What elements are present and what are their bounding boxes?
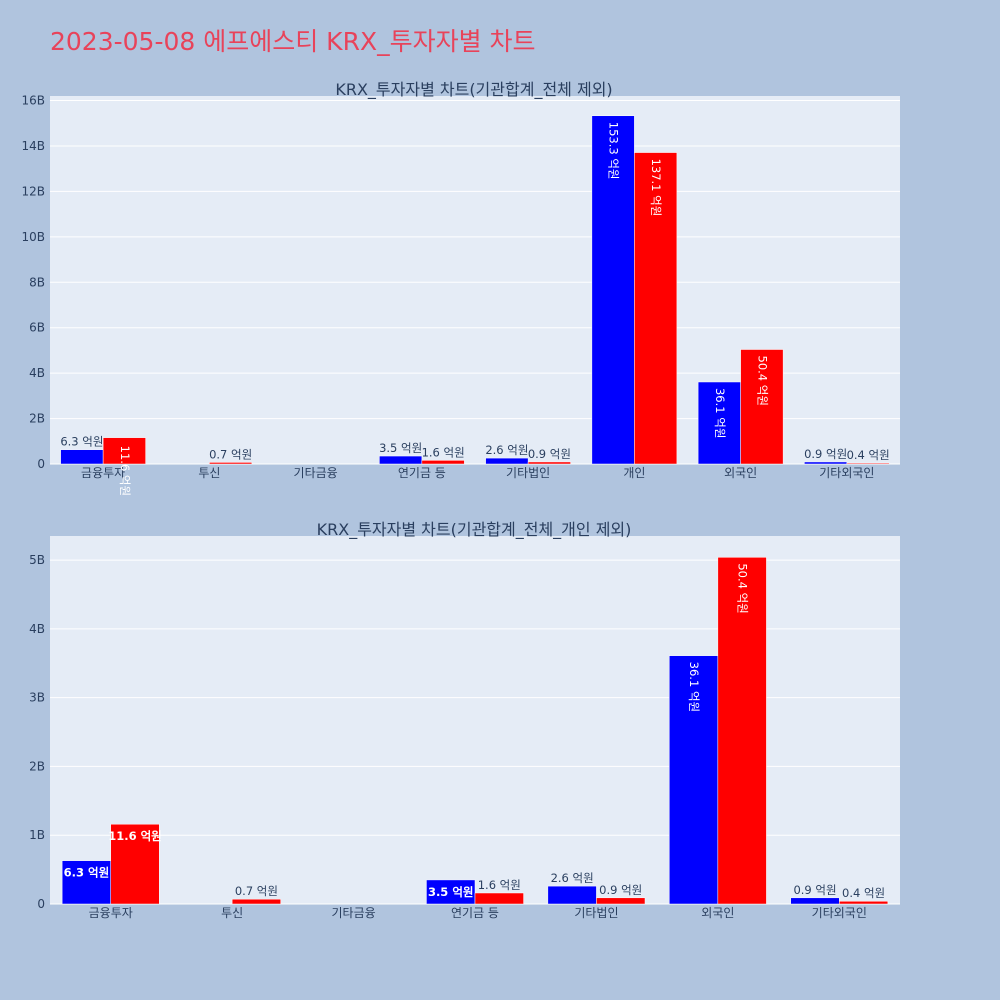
data-label: 0.7 억원 [235,884,278,898]
y-tick-label: 1B [29,828,45,842]
data-label: 3.5 억원 [379,441,422,455]
x-tick-label: 기타금융 [331,906,375,920]
y-tick-label: 2B [29,412,45,426]
data-label: 3.5 억원 [428,885,474,899]
bar [839,900,889,905]
data-label: 50.4 억원 [755,356,769,406]
page-title: 2023-05-08 에프에스티 KRX_투자자별 차트 [50,27,536,56]
bar [102,437,146,465]
data-label: 50.4 억원 [736,563,750,613]
y-tick-label: 0 [37,897,45,911]
x-tick-label: 기타법인 [574,906,618,920]
x-tick-label: 연기금 등 [451,906,499,920]
y-tick-label: 16B [21,94,45,108]
data-label: 2.6 억원 [551,871,594,885]
y-tick-label: 4B [29,366,45,380]
bar [110,823,160,905]
x-tick-label: 금융투자 [89,906,133,920]
y-tick-label: 8B [29,275,45,289]
bar [596,897,646,905]
x-tick-label: 금융투자 [81,466,125,480]
data-label: 36.1 억원 [687,662,701,712]
data-label: 6.3 억원 [64,866,110,880]
chart-bottom: KRX_투자자별 차트(기관합계_전체_개인 제외) 0 1B 2B 3B 4B 5B 금융… [29,520,900,920]
bar [379,455,423,465]
bar [426,879,476,905]
data-label: 0.9 억원 [599,883,642,897]
data-label: 11.6 억원 [108,829,162,843]
y-tick-label: 0 [37,457,45,471]
bar [669,655,719,905]
bar [61,860,111,905]
y-tick-label: 6B [29,321,45,335]
bar [697,381,741,465]
y-tick-label: 4B [29,622,45,636]
bar [209,462,253,465]
bar [527,461,571,465]
bar [790,897,840,905]
y-tick-label: 12B [21,184,45,198]
x-tick-label: 외국인 [724,466,757,480]
chart-title: KRX_투자자별 차트(기관합계_전체 제외) [335,80,612,100]
x-tick-label: 기타외국인 [819,466,874,480]
x-tick-label: 기타금융 [294,466,338,480]
x-tick-label: 기타법인 [506,466,550,480]
plot-area [50,536,900,904]
x-tick-label: 개인 [623,466,645,480]
data-label: 0.9 억원 [804,447,847,461]
chart-title: KRX_투자자별 차트(기관합계_전체_개인 제외) [317,520,632,540]
data-label: 11.6 억원 [118,446,132,496]
data-label: 0.4 억원 [842,886,885,900]
data-label: 36.1 억원 [713,388,727,438]
bar [231,898,281,905]
data-label: 6.3 억원 [60,435,103,449]
data-label: 137.1 억원 [649,159,663,217]
bar [740,349,784,465]
chart-top: KRX_투자자별 차트(기관합계_전체 제외) 0 2B 4B 6B 8B 10B 12B 1… [21,80,900,496]
bar [485,457,529,465]
bar [547,885,597,905]
bar [634,152,678,465]
bar [60,449,104,465]
bar [717,557,767,905]
data-label: 0.4 억원 [847,448,890,462]
y-tick-label: 2B [29,759,45,773]
bar [474,892,524,905]
y-tick-label: 5B [29,553,45,567]
data-label: 0.9 억원 [528,447,571,461]
y-tick-label: 10B [21,230,45,244]
x-tick-label: 투신 [198,466,220,480]
bar [846,462,890,465]
data-label: 0.9 억원 [793,883,836,897]
bar [421,460,465,465]
data-label: 2.6 억원 [485,443,528,457]
y-tick-label: 3B [29,691,45,705]
x-tick-label: 기타외국인 [812,906,867,920]
data-label: 153.3 억원 [607,122,621,180]
bar [804,461,848,465]
data-label: 1.6 억원 [478,878,521,892]
x-tick-label: 외국인 [701,906,734,920]
x-tick-label: 연기금 등 [398,466,446,480]
x-tick-label: 투신 [221,906,243,920]
y-tick-label: 14B [21,139,45,153]
data-label: 0.7 억원 [209,447,252,461]
data-label: 1.6 억원 [422,445,465,459]
